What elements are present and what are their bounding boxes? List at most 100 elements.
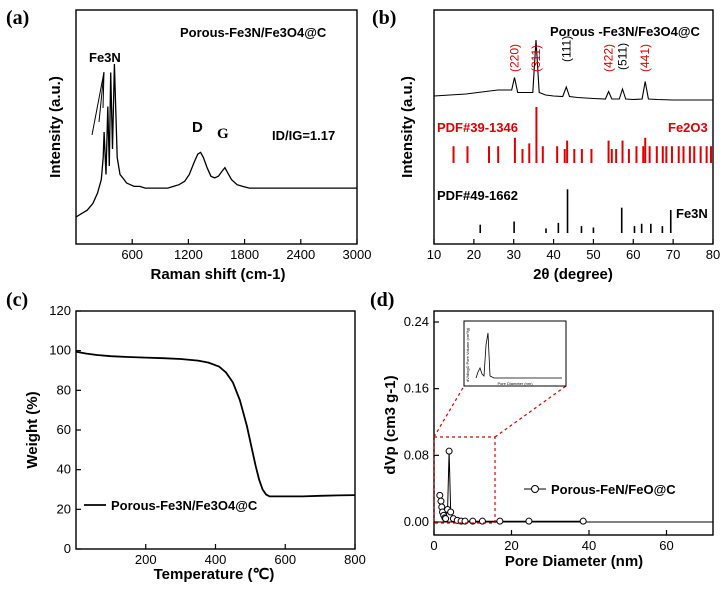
x-tick-label: 60 xyxy=(626,247,640,262)
x-tick-label: 3000 xyxy=(343,247,372,262)
panel-d-ticks: 0 20 40 60 0.00 0.08 0.16 0.24 xyxy=(404,314,674,553)
fe3n-pointer-1 xyxy=(91,71,105,136)
x-tick-label: 30 xyxy=(506,247,520,262)
panel-a-fe3n-pointers xyxy=(91,71,105,136)
panel-b-ref-fe3n-sticks xyxy=(479,189,672,233)
panel-a-fe3n-label: Fe3N xyxy=(89,50,121,65)
panel-b-xrd: (b) 10 20 30 40 50 60 70 80 (220) (311) (111) (422… xyxy=(372,7,720,283)
y-tick-label: 0.16 xyxy=(404,381,429,396)
data-point xyxy=(447,508,455,516)
panel-d-y-axis-title: dVp (cm3 g-1) xyxy=(382,375,399,474)
panel-b-label: (b) xyxy=(372,7,396,29)
panel-d-legend-marker xyxy=(531,485,539,493)
panel-c-legend-text: Porous-Fe3N/Fe3O4@C xyxy=(111,498,258,513)
data-point xyxy=(442,515,450,523)
peak-label: (311) xyxy=(529,45,543,72)
panel-a-x-axis-title: Raman shift (cm-1) xyxy=(150,266,285,283)
x-tick-label: 0 xyxy=(430,538,437,553)
panel-b-ref1-phase: Fe2O3 xyxy=(668,120,708,135)
zoom-guide-right xyxy=(494,385,567,438)
x-tick-label: 10 xyxy=(427,247,441,262)
panel-b-ref1-name: PDF#39-1346 xyxy=(437,120,518,135)
inset-x-label: Pore Diameter (nm) xyxy=(497,381,533,386)
panel-b-x-axis-title: 2θ (degree) xyxy=(533,266,613,283)
data-point xyxy=(496,517,504,525)
panel-a-raman-line xyxy=(75,63,357,218)
y-tick-label: 60 xyxy=(57,422,71,437)
data-point xyxy=(436,491,444,499)
panel-c-x-axis-title: Temperature (℃) xyxy=(154,566,275,583)
x-tick-label: 600 xyxy=(274,552,296,567)
panel-b-title: Porous -Fe3N/Fe3O4@C xyxy=(550,24,701,39)
panel-a-x-ticks: 600 1200 1800 2400 3000 xyxy=(121,239,371,262)
panel-b-plot-frame xyxy=(433,9,714,245)
inset-frame xyxy=(463,320,567,387)
y-tick-label: 0.00 xyxy=(404,514,429,529)
fe3n-pointer-2 xyxy=(98,71,105,123)
x-tick-label: 200 xyxy=(135,552,157,567)
x-tick-label: 40 xyxy=(546,247,560,262)
x-tick-label: 50 xyxy=(586,247,600,262)
y-tick-label: 20 xyxy=(57,501,71,516)
panel-b-x-ticks: 10 20 30 40 50 60 70 80 xyxy=(427,239,720,262)
panel-b-xrd-pattern xyxy=(433,39,713,101)
panel-a-plot-frame xyxy=(75,9,358,245)
data-point xyxy=(445,447,453,455)
panel-a-d-label: D xyxy=(192,119,203,136)
x-tick-label: 60 xyxy=(659,538,673,553)
panel-c-label: (c) xyxy=(6,289,28,311)
peak-label: (441) xyxy=(638,44,652,72)
x-tick-label: 40 xyxy=(582,538,596,553)
data-point xyxy=(437,497,445,505)
x-tick-label: 1800 xyxy=(230,247,259,262)
fe3n-pointer-3 xyxy=(102,71,105,109)
panel-d-pore: (d) 0 20 40 60 0.00 0.08 0.16 0.24 dV/dlogD Por… xyxy=(370,289,714,570)
panel-c-plot-frame xyxy=(75,310,356,550)
data-point xyxy=(525,517,533,525)
x-tick-label: 20 xyxy=(467,247,481,262)
panel-c-tga: (c) 200 400 600 800 0 20 40 60 80 100 120 Porous-F… xyxy=(6,289,366,583)
panel-d-x-axis-title: Pore Diameter (nm) xyxy=(505,553,643,570)
y-tick-label: 80 xyxy=(57,382,71,397)
panel-a-title: Porous-Fe3N/Fe3O4@C xyxy=(180,25,327,40)
panel-b-y-axis-title: Intensity (a.u.) xyxy=(399,76,416,178)
panel-d-inset: dV/dlogD Pore Volume (cm³/g) Pore Diamet… xyxy=(463,320,567,387)
panel-b-peak-labels: (220) (311) (111) (422) (511) (441) xyxy=(508,36,653,72)
panel-a-raman: (a) 600 1200 1800 2400 3000 Porous-Fe3N/Fe3O… xyxy=(6,7,371,283)
x-tick-label: 1200 xyxy=(174,247,203,262)
peak-label: (111) xyxy=(559,36,573,62)
panel-d-label: (d) xyxy=(370,289,394,311)
inset-curve xyxy=(475,332,562,379)
data-point xyxy=(579,517,587,525)
y-tick-label: 0.08 xyxy=(404,447,429,462)
x-tick-label: 2400 xyxy=(286,247,315,262)
panel-c-ticks: 200 400 600 800 0 20 40 60 80 100 120 xyxy=(49,303,366,567)
peak-label: (220) xyxy=(508,44,522,72)
panel-a-ratio-label: ID/IG=1.17 xyxy=(272,128,335,143)
panel-b-ref2-phase: Fe3N xyxy=(676,206,708,221)
y-tick-label: 120 xyxy=(49,303,71,318)
panel-c-weight-curve xyxy=(75,350,356,498)
panel-a-label: (a) xyxy=(6,7,29,29)
panel-a-y-axis-title: Intensity (a.u.) xyxy=(47,76,64,178)
peak-label: (511) xyxy=(616,43,630,70)
panel-d-plot-frame xyxy=(433,310,714,536)
zoom-guide-left xyxy=(433,385,465,438)
y-tick-label: 100 xyxy=(49,343,71,358)
panel-b-ref-fe2o3-sticks xyxy=(452,107,713,163)
peak-label: (422) xyxy=(602,44,616,72)
x-tick-label: 600 xyxy=(121,247,143,262)
panel-d-legend-text: Porous-FeN/FeO@C xyxy=(551,482,676,497)
y-tick-label: 0 xyxy=(64,541,71,556)
panel-c-y-axis-title: Weight (%) xyxy=(24,391,41,468)
x-tick-label: 20 xyxy=(504,538,518,553)
panel-b-ref2-name: PDF#49-1662 xyxy=(437,188,518,203)
x-tick-label: 400 xyxy=(205,552,227,567)
panel-a-g-label: G xyxy=(217,126,229,142)
y-tick-label: 0.24 xyxy=(404,314,429,329)
x-tick-label: 70 xyxy=(666,247,680,262)
x-tick-label: 800 xyxy=(344,552,366,567)
x-tick-label: 80 xyxy=(706,247,720,262)
zoom-region xyxy=(433,436,496,524)
